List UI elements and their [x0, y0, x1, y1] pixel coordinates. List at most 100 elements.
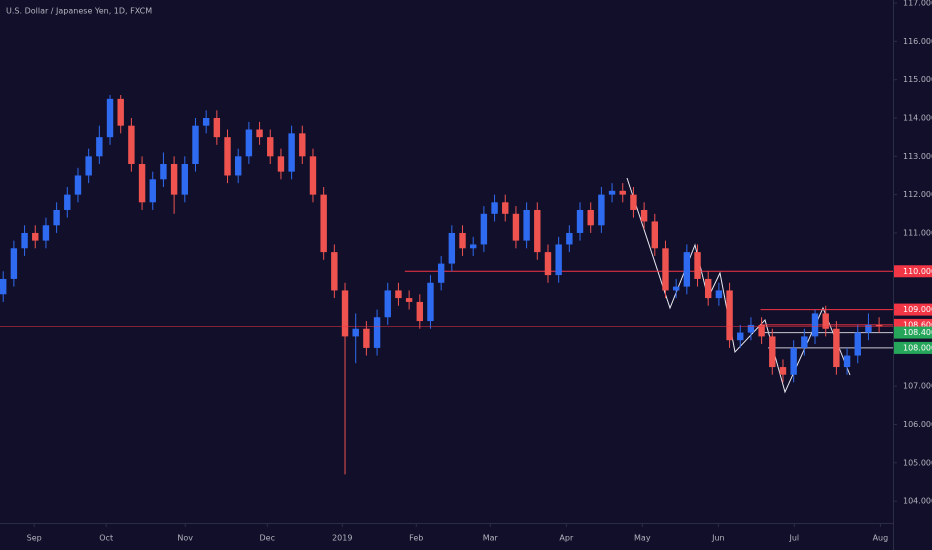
x-tick-label: 2019 [332, 534, 352, 543]
y-tick-label: 104.000 [903, 497, 932, 506]
level-badge-label: 110.000 [903, 267, 932, 276]
x-tick-label: Oct [99, 534, 113, 543]
candle-body [373, 317, 381, 348]
x-tick-label: Feb [409, 534, 423, 543]
level-badge [894, 341, 932, 354]
candle-body [64, 194, 71, 210]
candle-body [651, 221, 658, 249]
candle-body [747, 324, 755, 333]
candle-body [491, 202, 498, 214]
candle-body [405, 298, 413, 302]
candle-body [640, 209, 648, 222]
candle-body [32, 232, 39, 241]
candle-body [470, 244, 477, 249]
candle-body [309, 156, 317, 195]
candle-body [544, 252, 552, 276]
x-tick-label: Sep [27, 534, 42, 543]
candle-body [74, 175, 82, 195]
chart-title: U.S. Dollar / Japanese Yen, 1D, FXCM [6, 7, 152, 16]
candle-body [662, 248, 669, 291]
candle-body [192, 125, 199, 164]
candle-body [117, 98, 124, 126]
candle-body [534, 209, 541, 253]
y-tick-label: 106.000 [903, 420, 932, 429]
candle-body [427, 282, 434, 322]
candle-body [437, 263, 445, 283]
y-tick-label: 107.000 [903, 382, 932, 391]
candle-body [480, 213, 488, 245]
candle-body [138, 163, 146, 203]
candle-body [299, 133, 306, 157]
level-badge-label: 109.000 [903, 305, 932, 314]
candle-body [865, 324, 872, 333]
candle-body [705, 278, 712, 299]
candle-body [672, 286, 680, 291]
candle-body [448, 232, 456, 264]
candle-body [790, 347, 797, 375]
level-badge-label: 108.600 [903, 320, 932, 329]
candle-body [608, 190, 616, 195]
candle-body [459, 232, 466, 249]
candle-body [363, 328, 370, 348]
candle-body [106, 98, 114, 138]
candle-body [277, 156, 285, 172]
level-badge [894, 326, 932, 339]
y-tick-label: 111.000 [903, 228, 932, 237]
candle-body [256, 129, 263, 138]
x-tick-label: Mar [483, 534, 499, 543]
level-badge-label: 108.000 [903, 343, 932, 352]
candle-body [694, 252, 701, 279]
candle-body [566, 232, 573, 245]
candle-body [170, 163, 178, 195]
y-tick-label: 117.000 [903, 0, 932, 8]
candle-body [843, 355, 851, 368]
candle-body [0, 278, 7, 295]
candle-body [598, 194, 605, 226]
candle-body [235, 156, 242, 176]
x-tick-label: Jul [788, 534, 799, 543]
candle-body [202, 118, 210, 126]
candle-body [576, 209, 584, 233]
candle-body [96, 137, 103, 157]
candle-body [42, 225, 50, 241]
candle-body [715, 290, 723, 299]
x-tick-label: Dec [260, 534, 275, 543]
y-tick-label: 114.000 [903, 114, 932, 123]
candle-body [395, 290, 402, 299]
candle-body [341, 290, 349, 337]
level-badge [894, 303, 932, 316]
candle-body [512, 213, 520, 241]
x-tick-label: Nov [177, 534, 193, 543]
candle-body [811, 313, 819, 337]
candle-body [523, 209, 530, 241]
y-tick-label: 116.000 [903, 37, 932, 46]
candle-body [769, 336, 776, 368]
candle-body [128, 125, 135, 164]
candle-body [801, 336, 808, 348]
candle-body [245, 129, 253, 157]
candle-body [288, 133, 295, 172]
candle-body [619, 190, 626, 195]
candle-body [224, 137, 231, 176]
candle-body [416, 301, 423, 322]
y-tick-label: 113.000 [903, 152, 932, 161]
candle-body [213, 118, 221, 138]
y-tick-label: 112.000 [903, 190, 932, 199]
candle-body [267, 137, 274, 157]
candle-body [384, 290, 391, 318]
candle-body [822, 313, 829, 329]
candle-body [630, 194, 637, 210]
x-tick-label: Apr [559, 534, 574, 543]
x-tick-label: May [634, 534, 651, 543]
level-badge-label: 108.400 [903, 328, 932, 337]
x-tick-label: Jun [711, 534, 725, 543]
candle-body [21, 232, 28, 249]
candle-body [683, 252, 691, 287]
candle-body [149, 179, 156, 203]
candle-body [53, 209, 60, 226]
candle-body [875, 324, 883, 327]
candle-body [726, 290, 733, 341]
candle-body [833, 328, 840, 368]
